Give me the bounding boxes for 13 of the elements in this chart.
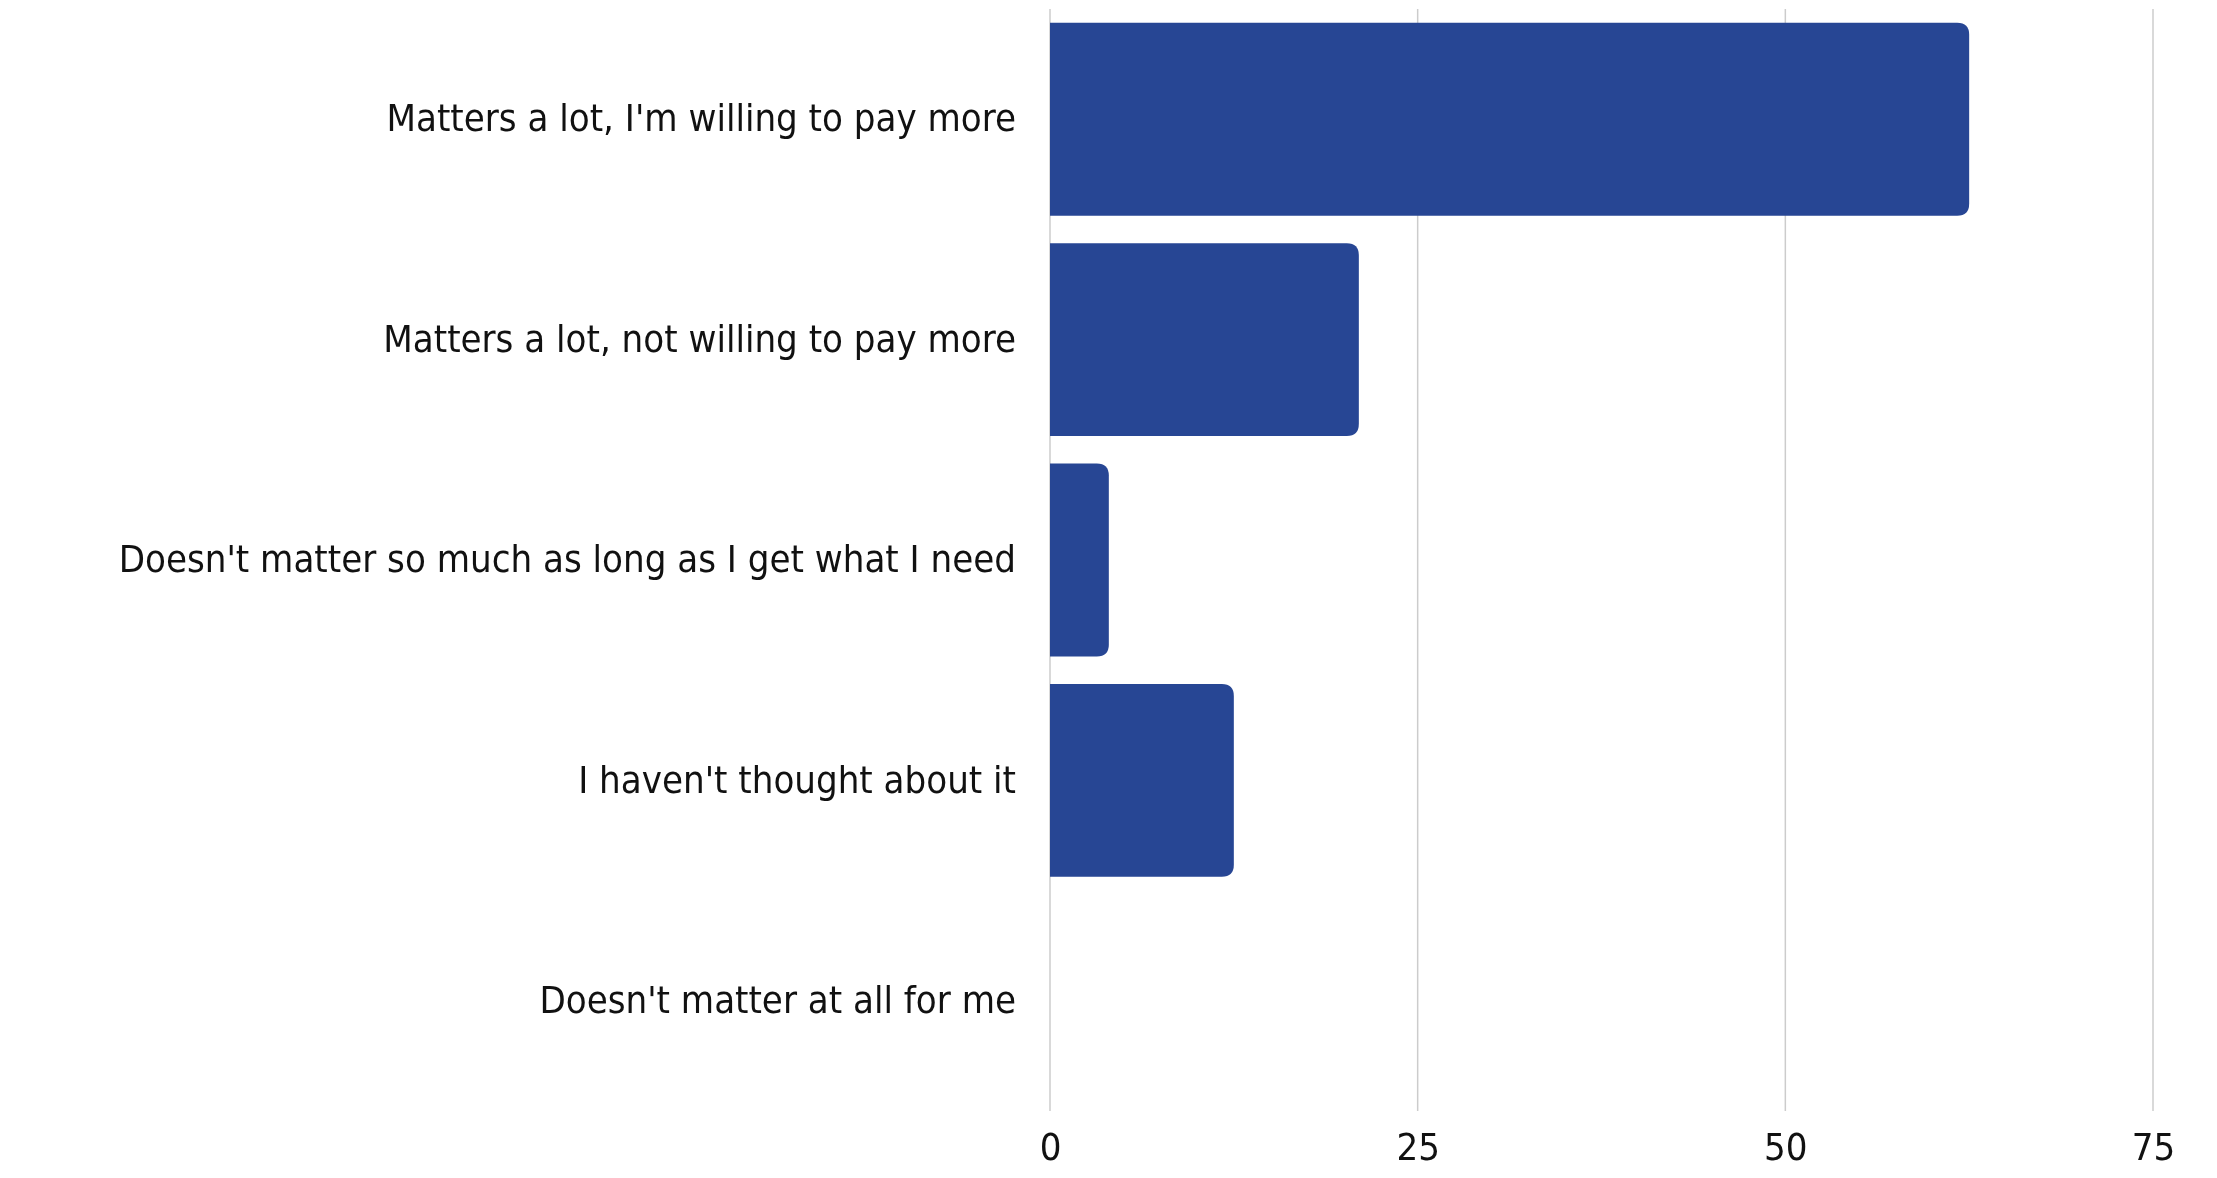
x-tick-label: 25 xyxy=(1396,1124,1440,1169)
y-tick-label: Doesn't matter at all for me xyxy=(539,977,1016,1022)
bar xyxy=(1050,243,1359,437)
bar xyxy=(1050,683,1234,877)
bar xyxy=(1050,463,1109,657)
y-tick-label: I haven't thought about it xyxy=(578,757,1016,802)
x-tick-label: 50 xyxy=(1764,1124,1808,1169)
y-tick-label: Doesn't matter so much as long as I get what I need xyxy=(118,537,1016,582)
x-tick-label: 75 xyxy=(2131,1124,2176,1169)
y-tick-label: Matters a lot, not willing to pay more xyxy=(383,316,1016,361)
bar xyxy=(1050,22,1970,216)
x-tick-label: 0 xyxy=(1039,1124,1062,1169)
y-tick-label: Matters a lot, I'm willing to pay more xyxy=(386,96,1016,141)
